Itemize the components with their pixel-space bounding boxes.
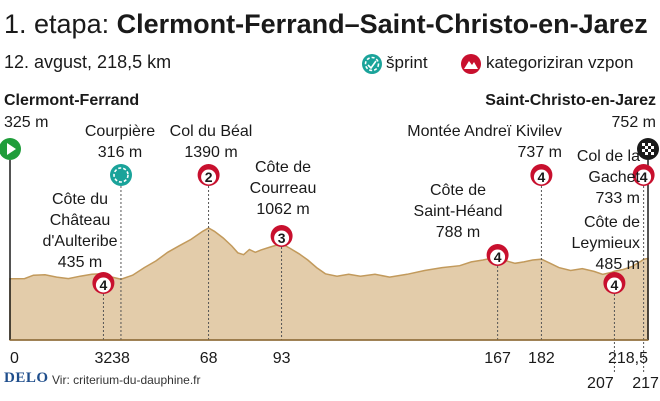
x-tick-label: 167	[484, 350, 511, 367]
marker-guides	[9, 160, 649, 340]
x-tick-labels: 0 32 38 68 93 167 182 207 217 218,5	[10, 342, 659, 392]
finish-elevation: 752 m	[611, 114, 656, 131]
x-tick-label: 0	[10, 350, 19, 367]
sprint-icon	[110, 164, 132, 186]
sprint-legend-label: šprint	[386, 53, 428, 72]
climb-category-icon: 4	[92, 272, 115, 294]
delo-logo: DELO	[4, 370, 49, 386]
climb-category-label: 3	[278, 230, 286, 246]
climb-category-label: 4	[100, 277, 108, 293]
climb-category-label: 4	[640, 169, 648, 185]
climb-category-icon: 4	[632, 164, 655, 186]
beal-label: Col du Béal 1390 m	[169, 123, 253, 161]
sprint-legend-icon	[362, 54, 382, 74]
climb-category-icon: 3	[270, 225, 293, 247]
marker-icons: 4 2 3 4 4 4 4	[0, 138, 659, 294]
kivilev-label: Montée Andreï Kivilev 737 m	[407, 123, 562, 161]
finish-name: Saint-Christo-en-Jarez	[485, 92, 656, 109]
gachet-label: Col de la Gachet 733 m	[576, 148, 640, 207]
x-tick-label: 93	[273, 350, 291, 367]
title-prefix: 1. etapa:	[4, 9, 110, 39]
start-name: Clermont-Ferrand	[4, 92, 140, 109]
x-tick-label: 68	[200, 350, 218, 367]
climb-category-label: 2	[205, 169, 213, 185]
climb-category-icon: 4	[603, 272, 626, 294]
source-credit: Vir: criterium-du-dauphine.fr	[52, 373, 201, 387]
climb-category-icon: 2	[197, 164, 220, 186]
stage-subtitle: 12. avgust, 218,5 km	[4, 52, 172, 72]
climb-category-label: 4	[611, 277, 619, 293]
climb-category-label: 4	[494, 249, 502, 265]
start-elevation: 325 m	[4, 114, 49, 131]
courpiere-label: Courpière 316 m	[84, 123, 156, 161]
x-tick-label: 38	[112, 350, 130, 367]
heand-label: Côte de Saint-Héand 788 m	[413, 182, 503, 241]
page-title: 1. etapa: Clermont-Ferrand–Saint-Christo…	[4, 8, 648, 40]
x-tick-label: 218,5	[608, 350, 648, 367]
x-tick-label: 32	[95, 350, 113, 367]
climb-category-icon: 4	[530, 164, 553, 186]
climb-legend-label: kategoriziran vzpon	[486, 53, 634, 72]
profile-area	[9, 227, 649, 341]
x-tick-label: 207	[587, 375, 614, 392]
climb-category-icon: 4	[486, 244, 509, 266]
x-tick-label: 182	[528, 350, 555, 367]
courreau-label: Côte de Courreau 1062 m	[249, 159, 317, 218]
leymieux-label: Côte de Leymieux 485 m	[571, 214, 640, 273]
x-tick-label: 217	[632, 375, 659, 392]
climb-category-label: 4	[538, 169, 546, 185]
aulteribe-label: Côte du Château d'Aulteribe 435 m	[42, 191, 118, 271]
finish-flag-icon	[637, 138, 659, 160]
climb-legend-icon	[461, 54, 481, 74]
start-icon	[0, 138, 21, 160]
title-route: Clermont-Ferrand–Saint-Christo-en-Jarez	[116, 9, 648, 39]
